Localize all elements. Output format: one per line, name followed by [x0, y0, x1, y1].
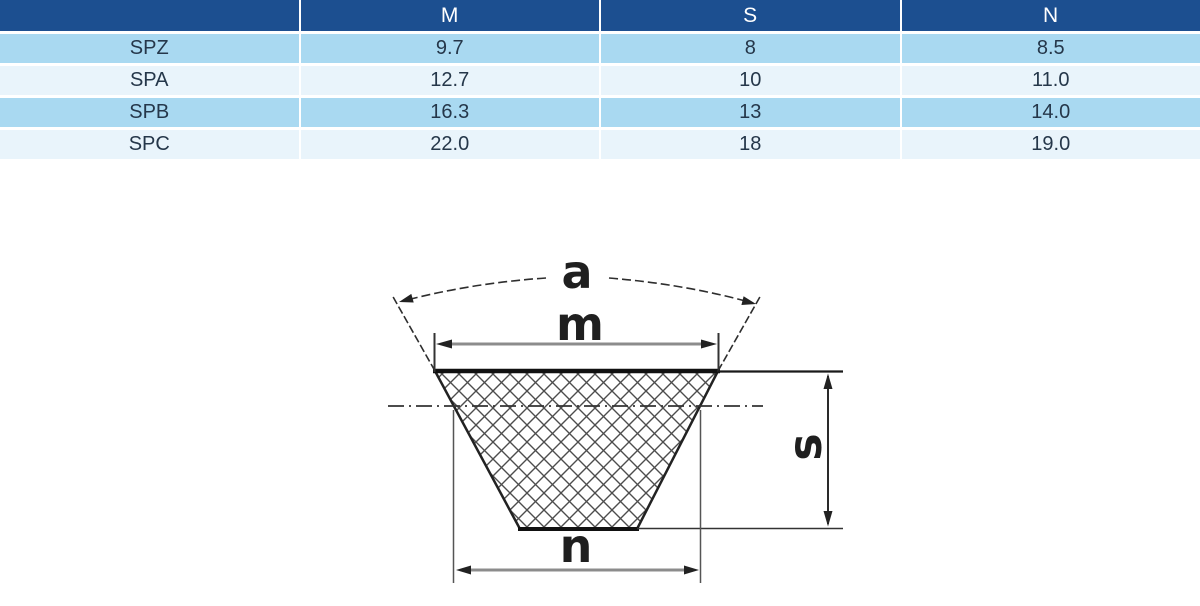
top-width-dimension-m: m — [435, 297, 719, 372]
angle-arc-left — [403, 278, 546, 301]
row-label-spc: SPC — [0, 130, 299, 159]
row-label-spa: SPA — [0, 66, 299, 95]
table-cell: 19.0 — [902, 130, 1200, 159]
column-header-n: N — [902, 0, 1200, 31]
pitch-width-label: n — [560, 519, 593, 573]
vbelt-cross-section-diagram: a m s n — [0, 160, 1200, 601]
column-header-m: M — [301, 0, 600, 31]
belt-trapezoid — [433, 371, 720, 529]
row-label-spb: SPB — [0, 98, 299, 127]
table-cell: 9.7 — [301, 34, 600, 63]
table-cell: 12.7 — [301, 66, 600, 95]
belt-dimensions-table: M S N SPZ 9.7 8 8.5 SPA 12.7 10 11.0 SPB… — [0, 0, 1200, 159]
angle-arc-right — [609, 278, 753, 303]
height-label: s — [778, 433, 832, 460]
table-cell: 13 — [601, 98, 900, 127]
angle-label: a — [561, 245, 592, 299]
table-cell: 18 — [601, 130, 900, 159]
arrowhead — [436, 340, 452, 349]
arrowhead — [684, 566, 699, 575]
arrowhead — [824, 374, 833, 390]
arrowhead — [741, 296, 756, 305]
arrowhead — [456, 566, 471, 575]
angle-dimension-a: a — [399, 245, 756, 305]
arrowhead — [701, 340, 717, 349]
table-cell: 10 — [601, 66, 900, 95]
arrowhead — [824, 511, 833, 527]
table-cell: 8.5 — [902, 34, 1200, 63]
table-cell: 16.3 — [301, 98, 600, 127]
table-cell: 8 — [601, 34, 900, 63]
top-width-label: m — [556, 297, 604, 351]
table-cell: 11.0 — [902, 66, 1200, 95]
table-cell: 22.0 — [301, 130, 600, 159]
column-header-empty — [0, 0, 299, 31]
column-header-s: S — [601, 0, 900, 31]
table-cell: 14.0 — [902, 98, 1200, 127]
vbelt-diagram-svg: a m s n — [0, 160, 1200, 601]
arrowhead — [399, 294, 414, 303]
row-label-spz: SPZ — [0, 34, 299, 63]
